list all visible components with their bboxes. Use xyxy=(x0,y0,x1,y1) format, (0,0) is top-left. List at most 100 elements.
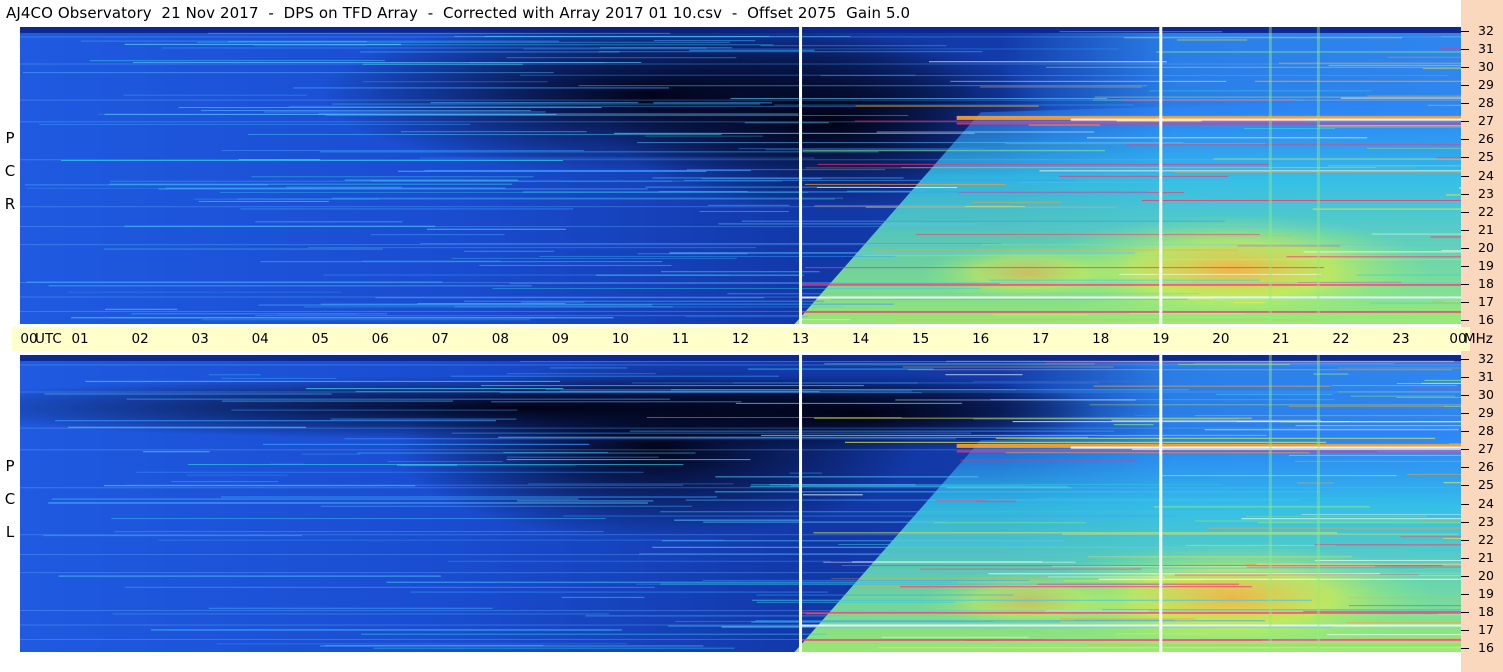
mhz-tick-label: 18 xyxy=(1478,603,1494,619)
mhz-tick-label: 30 xyxy=(1478,59,1494,75)
utc-tick-label: 01 xyxy=(71,331,89,347)
utc-tick-label: 11 xyxy=(671,331,690,347)
mhz-tick-label: 22 xyxy=(1478,203,1494,219)
mhz-tick-mark xyxy=(1461,539,1469,541)
utc-tick-label: 04 xyxy=(251,331,269,347)
mhz-tick-mark xyxy=(1461,359,1469,360)
mhz-tick-mark xyxy=(1461,301,1469,303)
mhz-tick-label: 17 xyxy=(1478,621,1494,637)
mhz-tick-label: 20 xyxy=(1478,239,1494,255)
chart-title: AJ4CO Observatory 21 Nov 2017 - DPS on T… xyxy=(0,0,1461,27)
lcp-side-label: P C L xyxy=(0,450,20,549)
utc-tick-label: 16 xyxy=(972,331,990,347)
utc-tick-label: 14 xyxy=(851,331,870,347)
mhz-tick-label: 25 xyxy=(1478,149,1494,165)
mhz-tick-label: 27 xyxy=(1478,441,1494,457)
utc-tick-label: 23 xyxy=(1392,331,1410,347)
mhz-tick-label: 22 xyxy=(1478,531,1494,547)
mhz-tick-label: 26 xyxy=(1478,131,1494,147)
mhz-tick-mark xyxy=(1461,247,1469,249)
mhz-tick-mark xyxy=(1461,648,1469,649)
lcp-letter-p: L xyxy=(5,523,15,541)
mhz-tick-mark xyxy=(1461,85,1469,87)
lcp-letter-l: P xyxy=(5,457,15,475)
mhz-tick-mark xyxy=(1461,265,1469,267)
mhz-tick-label: 19 xyxy=(1478,257,1494,273)
mhz-tick-mark xyxy=(1461,629,1469,631)
lcp-frequency-axis: 16 17 18 19 20 21 22 23 24 25 26 27 28 29 30 31 32 xyxy=(1461,351,1503,655)
mhz-tick-label: 24 xyxy=(1478,495,1494,511)
mhz-tick-mark xyxy=(1461,139,1469,141)
mhz-tick-mark xyxy=(1461,557,1469,559)
utc-tick-label: 10 xyxy=(611,331,629,347)
mhz-tick-label: 23 xyxy=(1478,513,1494,529)
mhz-tick-label: 16 xyxy=(1478,640,1494,655)
utc-tick-label: 13 xyxy=(791,331,810,347)
mhz-tick-label: 29 xyxy=(1478,405,1494,421)
utc-tick-label: 19 xyxy=(1152,331,1170,347)
mhz-tick-mark xyxy=(1461,449,1469,451)
mhz-tick-mark xyxy=(1461,467,1469,469)
mhz-tick-label: 31 xyxy=(1478,41,1494,57)
mhz-tick-mark xyxy=(1461,377,1469,379)
utc-tick-label: 09 xyxy=(551,331,569,347)
mhz-tick-label: 19 xyxy=(1478,585,1494,601)
mhz-tick-mark xyxy=(1461,175,1469,177)
mhz-tick-mark xyxy=(1461,31,1469,32)
mhz-tick-label: 21 xyxy=(1478,549,1494,565)
utc-tick-label: 20 xyxy=(1212,331,1230,347)
rcp-spectrogram xyxy=(20,27,1461,324)
mhz-tick-label: 32 xyxy=(1478,351,1494,366)
utc-tick-label: 15 xyxy=(912,331,930,347)
mhz-tick-mark xyxy=(1461,611,1469,613)
mhz-tick-label: 32 xyxy=(1478,23,1494,38)
rcp-frequency-axis: 16 17 18 19 20 21 22 23 24 25 26 27 28 29 30 31 32 xyxy=(1461,23,1503,327)
rcp-letter-r: P xyxy=(5,129,15,147)
mhz-tick-mark xyxy=(1461,395,1469,397)
mhz-tick-mark xyxy=(1461,211,1469,213)
utc-tick-label: 07 xyxy=(431,331,449,347)
lcp-spectrogram xyxy=(20,355,1461,652)
mhz-tick-label: 17 xyxy=(1478,293,1494,309)
utc-tick-label: 05 xyxy=(311,331,329,347)
mhz-tick-label: 21 xyxy=(1478,221,1494,237)
mhz-tick-mark xyxy=(1461,229,1469,231)
mhz-tick-label: 16 xyxy=(1478,312,1494,327)
rcp-side-label: P C R xyxy=(0,122,20,221)
mhz-tick-label: 28 xyxy=(1478,423,1494,439)
utc-tick-label: 06 xyxy=(371,331,389,347)
utc-tick-label: 21 xyxy=(1272,331,1290,347)
mhz-tick-mark xyxy=(1461,413,1469,415)
utc-unit-label: UTC xyxy=(35,331,62,347)
mhz-tick-mark xyxy=(1461,283,1469,285)
utc-tick-label: 22 xyxy=(1332,331,1350,347)
mhz-tick-label: 20 xyxy=(1478,567,1494,583)
mhz-tick-label: 18 xyxy=(1478,275,1494,291)
utc-tick-label: 03 xyxy=(191,331,209,347)
mhz-tick-label: 30 xyxy=(1478,387,1494,403)
utc-tick-label: 02 xyxy=(131,331,149,347)
utc-tick-label: 00 xyxy=(20,331,38,347)
mhz-tick-mark xyxy=(1461,593,1469,595)
mhz-tick-mark xyxy=(1461,49,1469,51)
mhz-tick-label: 27 xyxy=(1478,113,1494,129)
mhz-tick-mark xyxy=(1461,431,1469,433)
mhz-tick-mark xyxy=(1461,193,1469,195)
mhz-tick-label: 24 xyxy=(1478,167,1494,183)
mhz-tick-mark xyxy=(1461,485,1469,487)
mhz-tick-label: 23 xyxy=(1478,185,1494,201)
mhz-unit-label: MHz xyxy=(1464,331,1493,347)
mhz-tick-mark xyxy=(1461,320,1469,321)
utc-tick-label: 00 xyxy=(1449,331,1467,347)
mhz-tick-label: 31 xyxy=(1478,369,1494,385)
mhz-tick-label: 29 xyxy=(1478,77,1494,93)
utc-tick-label: 17 xyxy=(1032,331,1050,347)
mhz-tick-mark xyxy=(1461,157,1469,159)
mhz-tick-label: 25 xyxy=(1478,477,1494,493)
mhz-tick-mark xyxy=(1461,121,1469,123)
utc-tick-label: 12 xyxy=(731,331,750,347)
mhz-tick-mark xyxy=(1461,503,1469,505)
mhz-tick-mark xyxy=(1461,67,1469,69)
utc-tick-label: 08 xyxy=(491,331,509,347)
mhz-tick-mark xyxy=(1461,521,1469,523)
